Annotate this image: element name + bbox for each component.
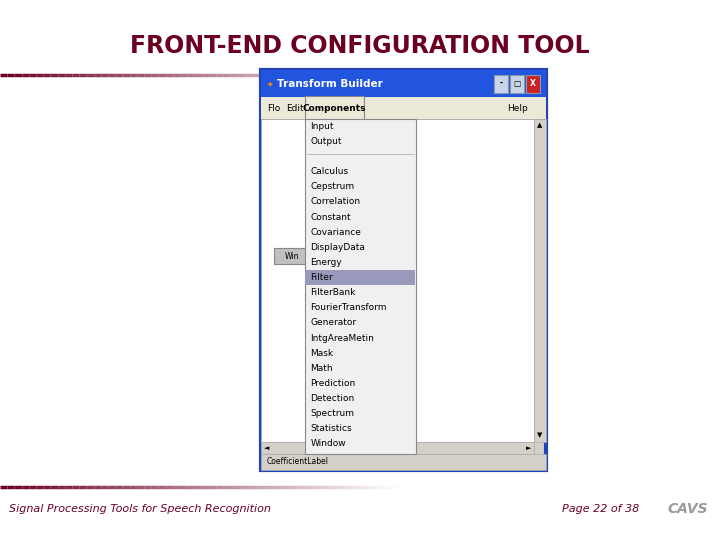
Text: DisplayData: DisplayData bbox=[310, 243, 365, 252]
Text: FilterBank: FilterBank bbox=[310, 288, 356, 297]
Bar bbox=[261, 454, 546, 470]
Bar bbox=[494, 75, 508, 93]
Text: Edit: Edit bbox=[287, 104, 304, 112]
Bar bbox=[510, 75, 524, 93]
Text: FRONT-END CONFIGURATION TOOL: FRONT-END CONFIGURATION TOOL bbox=[130, 34, 590, 58]
Text: -: - bbox=[500, 79, 503, 88]
Text: Transform Builder: Transform Builder bbox=[277, 79, 383, 89]
Text: Statistics: Statistics bbox=[310, 424, 352, 433]
Text: X: X bbox=[530, 79, 536, 88]
Text: ▼: ▼ bbox=[537, 432, 543, 438]
Text: Spectrum: Spectrum bbox=[310, 409, 354, 418]
Text: Prediction: Prediction bbox=[310, 379, 356, 388]
Text: Help: Help bbox=[507, 104, 528, 112]
Bar bbox=[534, 119, 546, 442]
Text: Calculus: Calculus bbox=[310, 167, 348, 176]
Bar bbox=[305, 270, 415, 285]
Bar bbox=[305, 96, 364, 120]
Text: Page 22 of 38: Page 22 of 38 bbox=[562, 504, 639, 514]
Text: Constant: Constant bbox=[310, 213, 351, 221]
Text: ✦: ✦ bbox=[267, 79, 274, 88]
Bar bbox=[261, 70, 546, 470]
Text: FourierTransform: FourierTransform bbox=[310, 303, 387, 312]
Bar bbox=[261, 97, 546, 119]
Text: Win: Win bbox=[284, 252, 299, 260]
Text: Cepstrum: Cepstrum bbox=[310, 183, 354, 191]
Text: Generator: Generator bbox=[310, 319, 356, 327]
Text: Detection: Detection bbox=[310, 394, 354, 403]
Text: Output: Output bbox=[310, 137, 342, 146]
Bar bbox=[305, 119, 416, 454]
Text: Input: Input bbox=[310, 122, 334, 131]
Text: Flo: Flo bbox=[267, 104, 280, 112]
Bar bbox=[261, 70, 546, 97]
Bar bbox=[526, 75, 540, 93]
Text: □: □ bbox=[513, 79, 521, 88]
Text: CAVS: CAVS bbox=[667, 502, 708, 516]
Text: Signal Processing Tools for Speech Recognition: Signal Processing Tools for Speech Recog… bbox=[9, 504, 271, 514]
Bar bbox=[274, 248, 309, 264]
Text: Correlation: Correlation bbox=[310, 198, 361, 206]
Text: ◄: ◄ bbox=[264, 444, 270, 451]
Text: Energy: Energy bbox=[310, 258, 342, 267]
Text: Window: Window bbox=[310, 440, 346, 448]
Bar bbox=[261, 442, 534, 454]
Text: Covariance: Covariance bbox=[310, 228, 361, 237]
Bar bbox=[261, 119, 534, 442]
Text: Components: Components bbox=[302, 104, 366, 112]
Text: Mask: Mask bbox=[310, 349, 333, 357]
Text: Filter: Filter bbox=[310, 273, 333, 282]
Text: CoefficientLabel: CoefficientLabel bbox=[267, 457, 329, 466]
Text: ▲: ▲ bbox=[537, 122, 543, 129]
Text: IntgAreaMetin: IntgAreaMetin bbox=[310, 334, 374, 342]
Text: Math: Math bbox=[310, 364, 333, 373]
Text: ►: ► bbox=[526, 444, 531, 451]
